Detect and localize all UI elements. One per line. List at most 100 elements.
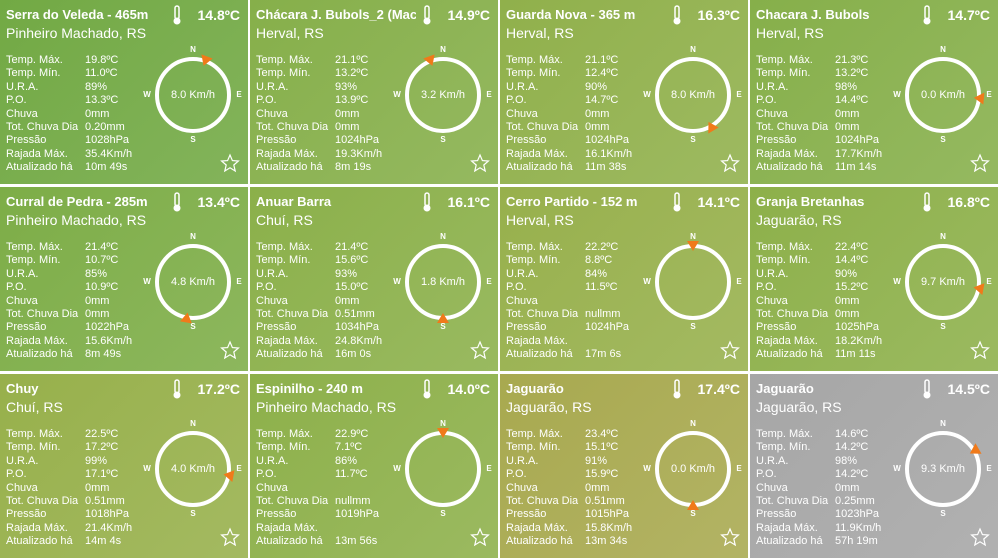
field-value: 15.0ºC: [335, 281, 369, 294]
field-label: Atualizado há: [506, 535, 573, 548]
field-value: 0mm: [835, 107, 860, 120]
field-value: 91%: [585, 454, 608, 467]
field-label: Pressão: [756, 321, 797, 334]
compass-label: E: [236, 90, 242, 99]
field-value: nullmm: [335, 495, 371, 507]
station-name: Espinilho - 240 m: [256, 381, 363, 396]
compass-ring: [155, 57, 231, 133]
field-value: 22.4ºC: [835, 241, 869, 253]
field-value: 19.3Km/h: [335, 147, 383, 160]
favorite-star[interactable]: [470, 527, 490, 547]
favorite-star[interactable]: [720, 340, 740, 360]
field-label: Temp. Mín.: [6, 67, 61, 80]
compass-label: S: [440, 322, 446, 331]
field-label: Tot. Chuva Dia: [256, 308, 329, 320]
field-value: 0mm: [585, 121, 610, 133]
field-label: Rajada Máx.: [756, 334, 818, 347]
station-name: Jaguarão: [756, 381, 814, 396]
station-card: Jaguarão Jaguarão, RS 14.5ºC Temp. Máx. 14.6…: [750, 374, 998, 558]
compass-label: S: [190, 135, 196, 144]
field-label: Pressão: [506, 321, 547, 334]
field-value: 1022hPa: [85, 321, 130, 334]
field-label: Temp. Máx.: [256, 54, 313, 66]
favorite-star[interactable]: [970, 527, 990, 547]
compass-label: N: [940, 232, 946, 241]
favorite-star[interactable]: [220, 527, 240, 547]
field-value: 0mm: [585, 107, 610, 120]
thermometer-icon: [424, 192, 430, 207]
temperature: 14.5ºC: [947, 381, 990, 397]
compass-label: S: [940, 322, 946, 331]
field-label: U.R.A.: [506, 267, 539, 280]
temperature: 16.3ºC: [697, 7, 740, 23]
field-label: Chuva: [6, 107, 38, 120]
field-value: 85%: [85, 267, 108, 280]
field-value: 0mm: [835, 481, 860, 494]
field-value: 0mm: [335, 294, 360, 307]
thermometer-icon: [174, 379, 180, 394]
favorite-star[interactable]: [470, 153, 490, 173]
field-label: Pressão: [6, 508, 47, 521]
favorite-star[interactable]: [720, 153, 740, 173]
favorite-star[interactable]: [220, 153, 240, 173]
favorite-star[interactable]: [220, 340, 240, 360]
field-label: Temp. Mín.: [756, 67, 811, 80]
field-value: 22.2ºC: [585, 241, 619, 253]
field-value: 14.2ºC: [835, 468, 869, 481]
field-value: 22.5ºC: [85, 428, 119, 440]
field-label: Temp. Máx.: [756, 428, 813, 440]
compass-layer: N S W E 9.7 Km/h: [893, 192, 992, 360]
field-label: U.R.A.: [256, 267, 289, 280]
compass-label: W: [893, 277, 901, 286]
compass-label: S: [690, 509, 696, 518]
field-value: 24.8Km/h: [335, 334, 383, 347]
compass-layer: N S W E: [643, 192, 742, 360]
thermometer-icon: [174, 192, 180, 207]
compass-label: S: [440, 135, 446, 144]
thermometer-icon: [174, 5, 180, 20]
field-value: 7.1ºC: [335, 441, 363, 454]
field-value: 15.2ºC: [835, 281, 869, 294]
favorite-star[interactable]: [970, 340, 990, 360]
field-value: 16m 0s: [335, 348, 372, 361]
field-label: Temp. Máx.: [256, 241, 313, 253]
field-value: 0mm: [835, 121, 860, 133]
thermometer-bulb: [423, 204, 431, 212]
field-value: 14.6ºC: [835, 428, 869, 440]
field-label: U.R.A.: [506, 454, 539, 467]
station-location: Chuí, RS: [6, 399, 63, 415]
compass-label: W: [643, 277, 651, 286]
compass-label: N: [190, 232, 196, 241]
field-label: Chuva: [756, 481, 788, 494]
station-name: Chacara J. Bubols: [756, 7, 870, 22]
station-card: Cerro Partido - 152 m Herval, RS 14.1ºC Tem…: [500, 187, 748, 371]
field-label: P.O.: [756, 468, 777, 481]
field-label: Temp. Mín.: [6, 254, 61, 267]
favorite-star[interactable]: [470, 340, 490, 360]
compass-label: S: [440, 509, 446, 518]
field-label: Rajada Máx.: [6, 521, 68, 534]
field-label: Tot. Chuva Dia: [506, 121, 579, 133]
field-value: 15.6Km/h: [85, 334, 133, 347]
wind-arrow: [973, 283, 985, 296]
field-value: 0.51mm: [85, 495, 125, 507]
field-value: 15.9ºC: [585, 468, 619, 481]
field-label: Chuva: [506, 294, 538, 307]
station-name: Serra do Veleda - 465m: [6, 7, 149, 22]
field-label: Temp. Mín.: [256, 67, 311, 80]
field-value: 13m 34s: [585, 535, 628, 548]
station-location: Jaguarão, RS: [756, 399, 842, 415]
thermometer-icon: [674, 5, 680, 20]
favorite-star[interactable]: [720, 527, 740, 547]
station-card: Guarda Nova - 365 m Herval, RS 16.3ºC Temp.…: [500, 0, 748, 184]
favorite-star[interactable]: [970, 153, 990, 173]
station-name: Curral de Pedra - 285m: [6, 194, 148, 209]
compass-layer: N S W E 3.2 Km/h: [393, 5, 492, 173]
field-label: Tot. Chuva Dia: [506, 308, 579, 320]
field-value: 0mm: [835, 308, 860, 320]
field-label: Temp. Mín.: [256, 441, 311, 454]
field-label: Rajada Máx.: [256, 521, 318, 534]
station-location: Herval, RS: [756, 25, 824, 41]
field-value: 18.2Km/h: [835, 334, 883, 347]
thermometer-icon: [924, 192, 930, 207]
